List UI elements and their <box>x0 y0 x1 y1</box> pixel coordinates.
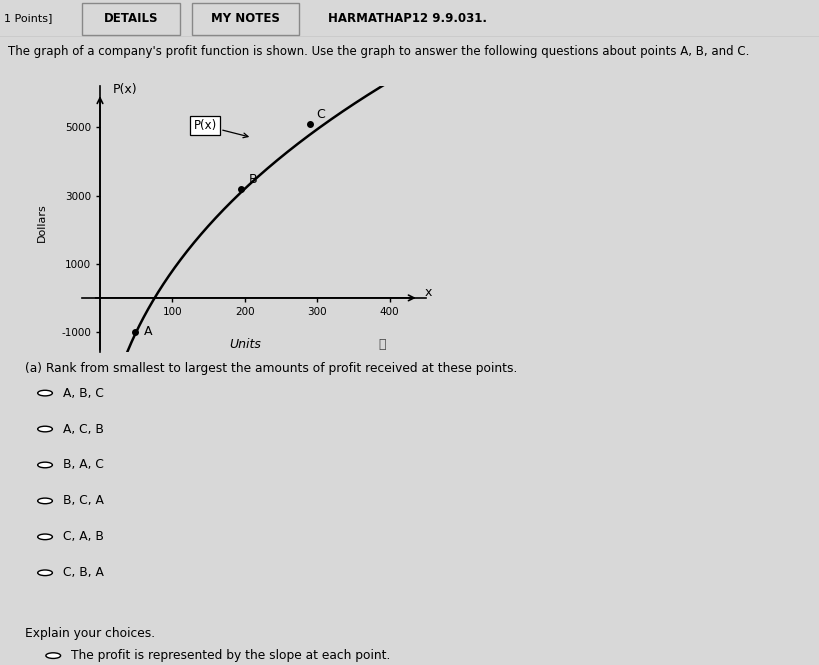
Text: A, B, C: A, B, C <box>63 386 104 400</box>
Text: B, C, A: B, C, A <box>63 494 104 507</box>
FancyBboxPatch shape <box>192 3 299 35</box>
Text: DETAILS: DETAILS <box>104 12 158 25</box>
Circle shape <box>46 653 61 658</box>
Text: B: B <box>248 173 257 186</box>
Circle shape <box>38 498 52 503</box>
Text: P(x): P(x) <box>193 119 248 138</box>
Text: x: x <box>424 286 432 299</box>
Text: Explain your choices.: Explain your choices. <box>25 628 155 640</box>
Text: C, A, B: C, A, B <box>63 531 104 543</box>
Text: B, A, C: B, A, C <box>63 458 104 471</box>
Circle shape <box>38 426 52 432</box>
Text: Units: Units <box>229 338 260 351</box>
Circle shape <box>38 570 52 576</box>
Text: 1 Points]: 1 Points] <box>4 13 52 23</box>
Text: P(x): P(x) <box>113 83 138 96</box>
Text: The graph of a company's profit function is shown. Use the graph to answer the f: The graph of a company's profit function… <box>8 45 749 59</box>
FancyBboxPatch shape <box>82 3 180 35</box>
Text: Dollars: Dollars <box>37 203 47 242</box>
Circle shape <box>38 534 52 540</box>
Text: ⓘ: ⓘ <box>378 338 387 351</box>
Text: A, C, B: A, C, B <box>63 422 104 436</box>
Circle shape <box>38 390 52 396</box>
Text: (a) Rank from smallest to largest the amounts of profit received at these points: (a) Rank from smallest to largest the am… <box>25 362 517 375</box>
Text: HARMATHAP12 9.9.031.: HARMATHAP12 9.9.031. <box>328 12 486 25</box>
Text: C, B, A: C, B, A <box>63 567 104 579</box>
Text: MY NOTES: MY NOTES <box>211 12 280 25</box>
Text: C: C <box>316 108 324 121</box>
Text: A: A <box>143 325 152 338</box>
Text: The profit is represented by the slope at each point.: The profit is represented by the slope a… <box>71 649 391 662</box>
Circle shape <box>38 462 52 467</box>
